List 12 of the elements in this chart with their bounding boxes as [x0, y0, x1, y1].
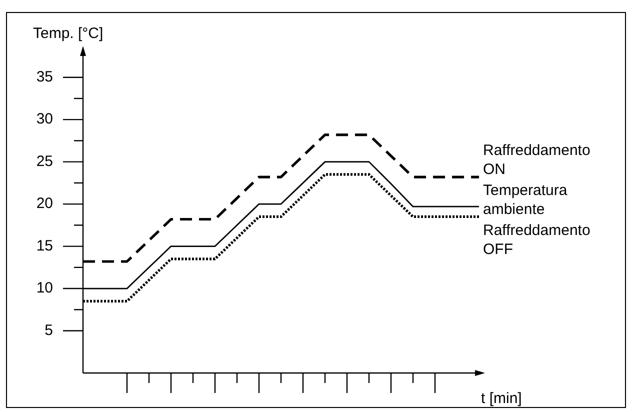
series-label: Temperatura ambiente	[483, 182, 568, 218]
y-axis-title: Temp. [°C]	[33, 25, 104, 42]
series-label: Raffreddamento ON	[483, 142, 590, 178]
x-axis-title: t [min]	[481, 390, 522, 408]
y-tick-label: 20	[36, 195, 53, 212]
y-tick-label: 15	[36, 237, 53, 254]
y-tick-label: 35	[36, 68, 53, 86]
y-tick-label: 30	[36, 110, 53, 128]
y-tick-label: 10	[36, 280, 53, 297]
y-tick-label: 25	[36, 152, 53, 170]
y-tick-label: 5	[44, 322, 53, 339]
series-label: Raffreddamento OFF	[483, 222, 590, 258]
